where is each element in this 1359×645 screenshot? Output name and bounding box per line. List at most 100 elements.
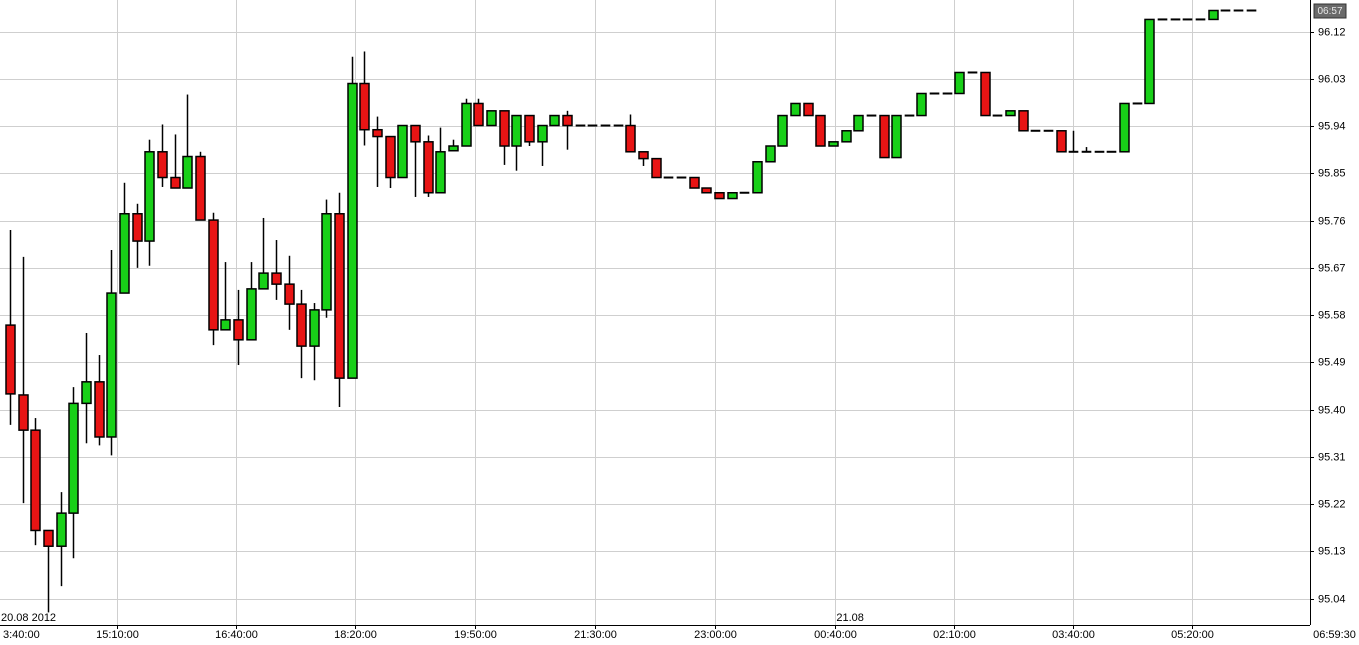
x-tick-label: 19:50:00: [454, 629, 497, 641]
candle-body: [5, 324, 16, 395]
candle-body: [132, 213, 143, 242]
candle-body: [271, 272, 282, 285]
candle-body: [777, 114, 788, 147]
candle-body: [246, 288, 257, 341]
candle-body: [18, 394, 29, 431]
x-tick-label: 00:40:00: [814, 629, 857, 641]
y-tick-label: 95.04: [1318, 593, 1346, 605]
y-tick-label: 95.76: [1318, 215, 1346, 227]
candle-body: [562, 114, 573, 127]
x-tick-label: 21:30:00: [574, 629, 617, 641]
grid: [0, 0, 1310, 625]
candle-body: [182, 155, 193, 189]
candle-body: [119, 213, 130, 294]
candles: [5, 9, 1257, 613]
candle-body: [208, 219, 219, 331]
candle-body: [841, 130, 852, 143]
candle-body: [916, 92, 927, 117]
candle-body: [853, 114, 864, 132]
clock-box: [1313, 3, 1347, 19]
candle-body: [94, 381, 105, 438]
candle-body: [511, 114, 522, 147]
candle-body: [828, 141, 839, 147]
candle-body: [334, 213, 345, 379]
y-tick-label: 95.58: [1318, 309, 1346, 321]
y-tick-label: 95.22: [1318, 498, 1346, 510]
candle-body: [258, 272, 269, 290]
candle-body: [524, 114, 535, 143]
candle-body: [1018, 110, 1029, 132]
y-tick-label: 95.49: [1318, 356, 1346, 368]
candle-body: [803, 102, 814, 117]
date-label: 21.08: [836, 612, 864, 624]
candle-body: [397, 124, 408, 179]
candle-body: [714, 192, 725, 200]
candle-body: [157, 151, 168, 179]
candle-body: [461, 102, 472, 147]
candle-body: [790, 102, 801, 117]
candle-body: [321, 213, 332, 311]
y-tick-label: 95.94: [1318, 120, 1346, 132]
candle-body: [1056, 130, 1067, 153]
candle-body: [284, 283, 295, 305]
candle-body: [423, 141, 434, 194]
candle-body: [891, 114, 902, 159]
candle-body: [296, 303, 307, 347]
candle-body: [170, 176, 181, 189]
candle-body: [879, 114, 890, 159]
candle-body: [980, 71, 991, 117]
candle-body: [233, 319, 244, 341]
candle-body: [1005, 110, 1016, 117]
candle-body: [359, 82, 370, 131]
y-tick-label: 95.85: [1318, 167, 1346, 179]
x-tick-label: 15:10:00: [96, 629, 139, 641]
clock: 06:57: [1317, 6, 1342, 17]
candle-body: [372, 128, 383, 138]
x-tick-label: 18:20:00: [334, 629, 377, 641]
candle-body: [347, 82, 358, 379]
date-label: 20.08 2012: [1, 612, 56, 624]
candle-body: [410, 124, 421, 143]
candle-body: [689, 176, 700, 189]
candle-body: [1208, 9, 1219, 21]
y-tick-label: 96.03: [1318, 73, 1346, 85]
candle-body: [954, 71, 965, 95]
candle-body: [68, 402, 79, 514]
candle-body: [638, 151, 649, 160]
y-tick-label: 95.31: [1318, 451, 1346, 463]
candle-body: [473, 102, 484, 127]
x-tick-label: 3:40:00: [3, 629, 40, 641]
x-tick-label: 02:10:00: [933, 629, 976, 641]
y-tick-label: 95.40: [1318, 404, 1346, 416]
axis-labels: 95.04 95.13 95.22 95.31 95.40 95.49 95.58 95.67…: [1, 26, 1356, 641]
candle-body: [727, 192, 738, 200]
y-tick-label: 95.67: [1318, 262, 1346, 274]
y-tick-label: 96.12: [1318, 26, 1346, 38]
candle-body: [701, 187, 712, 194]
candle-body: [220, 319, 231, 331]
candle-body: [106, 292, 117, 438]
candle-body: [1119, 102, 1130, 153]
candle-body: [486, 110, 497, 127]
x-tick-label: 05:20:00: [1171, 629, 1214, 641]
candle-body: [385, 135, 396, 179]
candle-body: [309, 309, 320, 347]
candle-body: [537, 124, 548, 143]
candle-body: [195, 155, 206, 221]
x-tick-label: 23:00:00: [694, 629, 737, 641]
candle-body: [1144, 18, 1155, 105]
candle-body: [81, 381, 92, 405]
candle-body: [625, 124, 636, 153]
candle-body: [448, 145, 459, 152]
x-tick-label: 06:59:30: [1313, 629, 1356, 641]
candle-body: [43, 529, 54, 547]
x-tick-label: 16:40:00: [215, 629, 258, 641]
candle-body: [765, 145, 776, 163]
candle-body: [499, 110, 510, 147]
candle-body: [549, 114, 560, 127]
candle-body: [752, 161, 763, 194]
candle-body: [651, 157, 662, 179]
